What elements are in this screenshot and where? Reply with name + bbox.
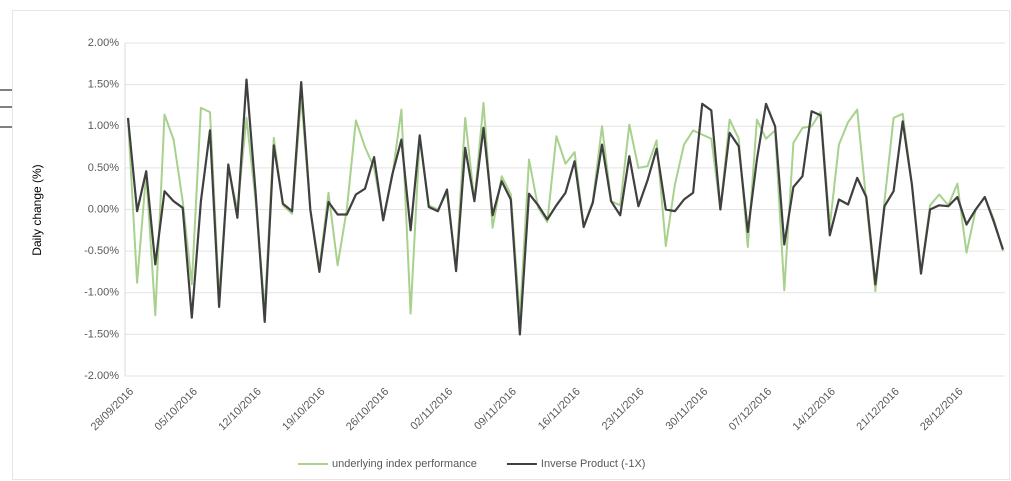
y-tick-label: -1.00% [84, 287, 119, 299]
series-line [127, 96, 1004, 319]
y-tick-label: 0.00% [88, 203, 119, 215]
y-tick-label: 0.50% [88, 162, 119, 174]
x-tick-label: 26/10/2016 [344, 386, 391, 433]
x-tick-label: 14/12/2016 [791, 386, 838, 433]
y-tick-label: -0.50% [84, 245, 119, 257]
chart-border [12, 10, 1010, 480]
x-tick-label: 05/10/2016 [153, 386, 200, 433]
y-tick-label: -1.50% [84, 328, 119, 340]
y-tick-label: 2.00% [88, 37, 119, 49]
x-tick-label: 28/09/2016 [89, 386, 136, 433]
y-tick-label: 1.00% [88, 120, 119, 132]
x-tick-label: 09/11/2016 [472, 386, 519, 433]
x-tick-label: 02/11/2016 [408, 386, 455, 433]
x-tick-label: 07/12/2016 [727, 386, 774, 433]
series-line [126, 78, 1005, 336]
x-tick-label: 12/10/2016 [216, 386, 263, 433]
x-tick-label: 28/12/2016 [918, 386, 965, 433]
y-axis-label: Daily change (%) [30, 164, 44, 255]
x-tick-label: 21/12/2016 [854, 386, 901, 433]
x-tick-label: 19/10/2016 [280, 386, 327, 433]
legend-label: Inverse Product (-1X) [541, 458, 646, 470]
legend-label: underlying index performance [332, 458, 477, 470]
y-tick-label: 1.50% [88, 79, 119, 91]
x-tick-label: 30/11/2016 [664, 386, 711, 433]
x-tick-label: 23/11/2016 [600, 386, 647, 433]
x-tick-label: 16/11/2016 [536, 386, 583, 433]
y-tick-label: -2.00% [84, 370, 119, 382]
